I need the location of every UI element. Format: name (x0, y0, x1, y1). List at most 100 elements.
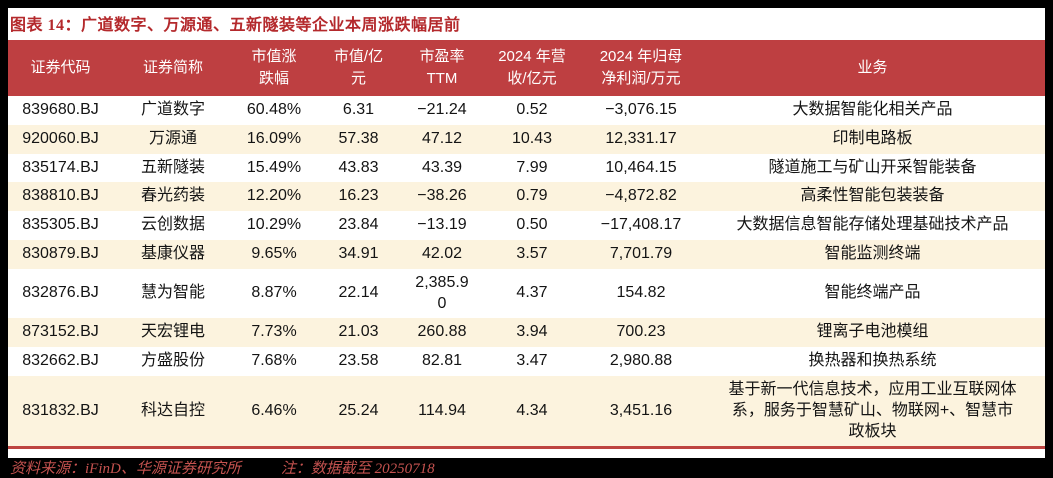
cell-net-profit-2024: −3,076.15 (605, 101, 677, 118)
cell-pe-ttm: 42.02 (421, 244, 463, 262)
cell-net-profit-2024: −4,872.82 (605, 187, 677, 205)
cell-security-code: 830879.BJ (22, 244, 99, 262)
cell-net-profit-2024: 2,980.88 (609, 352, 673, 370)
cell-market-cap: 23.84 (338, 216, 379, 234)
cell-mcap-change: 8.87% (251, 284, 297, 302)
table-row: 832662.BJ 方盛股份 7.68% 23.58 82.81 3.47 2,… (8, 347, 1045, 376)
stock-table: 证券代码 证券简称 市值涨 跌幅 市值/亿 元 市盈率 TTM 2024 年营 … (8, 40, 1045, 450)
column-header-biz: 业务 (700, 40, 1045, 96)
table-header: 证券代码 证券简称 市值涨 跌幅 市值/亿 元 市盈率 TTM 2024 年营 … (8, 40, 1045, 96)
column-header-chg: 市值涨 跌幅 (233, 40, 315, 96)
cell-business: 高柔性智能包装装备 (800, 187, 945, 205)
cell-net-profit-2024: 7,701.79 (609, 244, 673, 262)
cell-mcap-change: 10.29% (246, 216, 302, 234)
source-note: 资料来源：iFinD、华源证券研究所 (10, 461, 241, 478)
cell-security-code: 920060.BJ (22, 129, 99, 147)
cell-net-profit-2024: −17,408.17 (600, 216, 682, 234)
cell-revenue-2024: 4.34 (516, 401, 548, 419)
cell-security-name: 春光药装 (140, 187, 205, 205)
cell-business: 大数据信息智能存储处理基础技术产品 (736, 216, 1009, 234)
cell-security-code: 831832.BJ (22, 401, 99, 419)
cell-net-profit-2024: 700.23 (616, 323, 666, 341)
cell-market-cap: 23.58 (338, 352, 379, 370)
cell-net-profit-2024: 10,464.15 (605, 158, 677, 176)
table-row: 920060.BJ 万源通 16.09% 57.38 47.12 10.43 1… (8, 124, 1045, 154)
cell-mcap-change: 7.68% (251, 352, 297, 370)
cell-mcap-change: 15.49% (246, 158, 302, 176)
table-row: 839680.BJ 广道数字 60.48% 6.31 −21.24 0.52 −… (8, 96, 1045, 125)
cell-security-code: 839680.BJ (22, 101, 99, 118)
cell-security-name: 基康仪器 (140, 244, 205, 262)
data-cutoff-note: 注：数据截至 20250718 (280, 461, 435, 478)
cell-market-cap: 43.83 (338, 158, 379, 176)
figure-title: 图表 14：广道数字、万源通、五新隧装等企业本周涨跌幅居前 (10, 17, 461, 34)
cell-mcap-change: 16.09% (246, 129, 302, 147)
cell-security-code: 838810.BJ (22, 187, 99, 205)
cell-mcap-change: 60.48% (246, 101, 302, 118)
cell-security-name: 慧为智能 (140, 284, 205, 302)
cell-security-name: 五新隧装 (140, 158, 205, 176)
cell-revenue-2024: 3.47 (516, 352, 548, 370)
cell-pe-ttm: 43.39 (421, 158, 463, 176)
cell-security-code: 832876.BJ (22, 284, 99, 302)
cell-security-code: 835305.BJ (22, 216, 99, 234)
cell-security-code: 835174.BJ (22, 158, 99, 176)
cell-security-code: 873152.BJ (22, 323, 99, 341)
cell-revenue-2024: 0.50 (516, 216, 548, 234)
cell-pe-ttm: 260.88 (417, 323, 467, 341)
table-body: 839680.BJ 广道数字 60.48% 6.31 −21.24 0.52 −… (8, 96, 1045, 448)
cell-market-cap: 34.91 (338, 244, 379, 262)
cell-pe-ttm: 82.81 (421, 352, 463, 370)
cell-net-profit-2024: 12,331.17 (605, 129, 677, 147)
cell-market-cap: 21.03 (338, 323, 379, 341)
cell-security-name: 广道数字 (140, 101, 205, 118)
cell-business: 印制电路板 (832, 129, 913, 147)
cell-pe-ttm: 2,385.90 (415, 273, 469, 312)
table-row: 830879.BJ 基康仪器 9.65% 34.91 42.02 3.57 7,… (8, 239, 1045, 269)
table-row: 831832.BJ 科达自控 6.46% 25.24 114.94 4.34 3… (8, 375, 1045, 448)
cell-net-profit-2024: 154.82 (616, 284, 666, 302)
cell-pe-ttm: 47.12 (421, 129, 463, 147)
cell-revenue-2024: 7.99 (516, 158, 548, 176)
cell-pe-ttm: −21.24 (417, 101, 467, 118)
cell-security-name: 方盛股份 (140, 352, 205, 370)
cell-mcap-change: 6.46% (251, 401, 297, 419)
cell-market-cap: 25.24 (338, 401, 379, 419)
cell-market-cap: 22.14 (338, 284, 379, 302)
cell-security-name: 天宏锂电 (140, 323, 205, 341)
column-header-mcap: 市值/亿 元 (315, 40, 402, 96)
cell-business: 智能监测终端 (824, 244, 921, 262)
cell-market-cap: 6.31 (342, 101, 375, 118)
cell-security-name: 万源通 (148, 129, 197, 147)
cell-revenue-2024: 0.79 (516, 187, 548, 205)
cell-business: 换热器和换热系统 (808, 352, 937, 370)
cell-mcap-change: 9.65% (251, 244, 297, 262)
column-header-code: 证券代码 (8, 40, 113, 96)
cell-business: 智能终端产品 (824, 284, 921, 302)
report-figure: 图表 14：广道数字、万源通、五新隧装等企业本周涨跌幅居前 证券代码 证券简称 … (8, 8, 1045, 477)
column-header-profit: 2024 年归母 净利润/万元 (582, 40, 700, 96)
cell-business: 锂离子电池模组 (816, 323, 929, 341)
cell-security-code: 832662.BJ (22, 352, 99, 370)
cell-revenue-2024: 3.94 (516, 323, 548, 341)
screen: { "title": "图表 14：广道数字、万源通、五新隧装等企业本周涨跌幅居… (8, 8, 1045, 478)
cell-revenue-2024: 10.43 (511, 129, 553, 147)
cell-business: 大数据智能化相关产品 (792, 101, 953, 118)
cell-business: 基于新一代信息技术，应用工业互联网体系，服务于智慧矿山、物联网+、智慧市政板块 (728, 380, 1017, 440)
cell-market-cap: 57.38 (338, 129, 379, 147)
cell-security-name: 科达自控 (140, 401, 205, 419)
cell-market-cap: 16.23 (338, 187, 379, 205)
cell-business: 隧道施工与矿山开采智能装备 (768, 158, 977, 176)
cell-mcap-change: 7.73% (251, 323, 297, 341)
column-header-name: 证券简称 (113, 40, 233, 96)
table-row: 835305.BJ 云创数据 10.29% 23.84 −13.19 0.50 … (8, 211, 1045, 240)
cell-security-name: 云创数据 (140, 216, 205, 234)
cell-pe-ttm: −13.19 (417, 216, 467, 234)
cell-revenue-2024: 4.37 (516, 284, 548, 302)
cell-revenue-2024: 3.57 (516, 244, 548, 262)
cell-net-profit-2024: 3,451.16 (609, 401, 673, 419)
cell-mcap-change: 12.20% (246, 187, 302, 205)
cell-pe-ttm: 114.94 (418, 401, 466, 419)
table-row: 838810.BJ 春光药装 12.20% 16.23 −38.26 0.79 … (8, 182, 1045, 212)
table-row: 835174.BJ 五新隧装 15.49% 43.83 43.39 7.99 1… (8, 154, 1045, 183)
